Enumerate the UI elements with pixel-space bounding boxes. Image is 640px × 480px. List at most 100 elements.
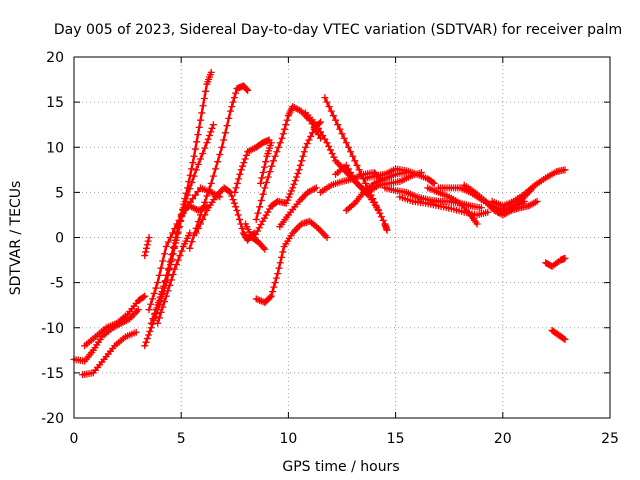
data-point xyxy=(278,253,286,261)
data-point xyxy=(287,187,295,195)
data-point xyxy=(174,228,182,236)
data-series-arc-2 xyxy=(79,328,140,379)
data-point xyxy=(271,279,279,287)
data-point xyxy=(209,121,217,129)
data-series-arc-6 xyxy=(147,121,217,327)
data-point xyxy=(325,103,333,111)
data-series-arc-10 xyxy=(186,82,252,252)
data-point xyxy=(241,155,249,163)
data-point xyxy=(149,315,157,323)
data-point xyxy=(142,244,150,252)
data-point xyxy=(270,283,278,291)
data-point xyxy=(196,155,204,163)
data-point xyxy=(188,178,196,186)
data-point xyxy=(275,143,283,151)
data-point xyxy=(317,118,325,126)
data-point xyxy=(202,87,210,95)
data-point xyxy=(256,203,264,211)
axis-ticks: 0 5 10 15 20 25 -20 -15 -10 -5 0 5 10 15 20 xyxy=(41,50,619,447)
data-point xyxy=(377,213,385,221)
x-tick-label: 0 xyxy=(70,431,79,447)
data-point xyxy=(266,168,274,176)
data-point xyxy=(134,306,142,314)
data-point xyxy=(157,264,165,272)
y-tick-label: 5 xyxy=(55,185,64,201)
data-point xyxy=(154,319,162,327)
y-tick-label: -20 xyxy=(41,411,64,427)
data-point xyxy=(144,237,152,245)
data-series-arc-8 xyxy=(149,202,211,323)
y-tick-label: 10 xyxy=(46,140,64,156)
data-point xyxy=(201,198,209,206)
data-point xyxy=(208,124,216,132)
data-point xyxy=(178,212,186,220)
data-point xyxy=(340,134,348,142)
data-series-arc-4 xyxy=(141,234,153,260)
data-point xyxy=(218,143,226,151)
data-point xyxy=(372,202,380,210)
data-point xyxy=(332,116,340,124)
data-point xyxy=(146,327,154,335)
x-tick-label: 25 xyxy=(601,431,619,447)
y-tick-label: 15 xyxy=(46,95,64,111)
data-series-arc-3 xyxy=(81,292,149,350)
data-point xyxy=(192,166,200,174)
data-point xyxy=(269,288,277,296)
data-point xyxy=(561,335,569,343)
data-point xyxy=(221,129,229,137)
data-point xyxy=(234,211,242,219)
data-point xyxy=(276,139,284,147)
data-point xyxy=(232,184,240,192)
data-point xyxy=(186,229,194,237)
data-point xyxy=(153,304,161,312)
data-point xyxy=(336,125,344,133)
y-tick-label: 0 xyxy=(55,231,64,247)
data-point xyxy=(237,166,245,174)
data-point xyxy=(204,135,212,143)
data-point xyxy=(171,224,179,232)
data-point xyxy=(315,119,323,127)
data-point xyxy=(379,216,387,224)
data-series-arc-18 xyxy=(276,184,320,231)
data-point xyxy=(294,169,302,177)
data-point xyxy=(154,298,162,306)
data-point xyxy=(278,134,286,142)
data-point xyxy=(347,169,355,177)
data-point xyxy=(207,179,215,187)
data-point xyxy=(529,184,537,192)
data-point xyxy=(187,165,195,173)
data-series xyxy=(70,68,569,379)
data-point xyxy=(338,130,346,138)
data-series-arc-33 xyxy=(548,326,569,343)
data-point xyxy=(203,192,211,200)
data-point xyxy=(193,138,201,146)
data-point xyxy=(344,143,352,151)
chart-title: Day 005 of 2023, Sidereal Day-to-day VTE… xyxy=(54,22,622,38)
data-point xyxy=(307,132,315,140)
data-point xyxy=(181,197,189,205)
data-point xyxy=(186,244,194,252)
data-point xyxy=(223,122,231,130)
data-point xyxy=(228,192,236,200)
data-point xyxy=(264,173,272,181)
data-point xyxy=(300,148,308,156)
data-point xyxy=(161,277,169,285)
data-point xyxy=(172,261,180,269)
data-point xyxy=(325,142,333,150)
data-point xyxy=(232,203,240,211)
data-point xyxy=(156,293,164,301)
data-point xyxy=(141,252,149,260)
data-point xyxy=(275,264,283,272)
data-point xyxy=(200,95,208,103)
data-point xyxy=(274,270,282,278)
data-series-arc-32 xyxy=(542,254,569,270)
data-point xyxy=(184,191,192,199)
data-point xyxy=(351,176,359,184)
data-point xyxy=(266,293,274,301)
data-point xyxy=(298,157,306,165)
data-point xyxy=(334,121,342,129)
data-point xyxy=(383,226,391,234)
data-point xyxy=(254,209,262,217)
data-point xyxy=(344,165,352,173)
data-point xyxy=(231,188,239,196)
